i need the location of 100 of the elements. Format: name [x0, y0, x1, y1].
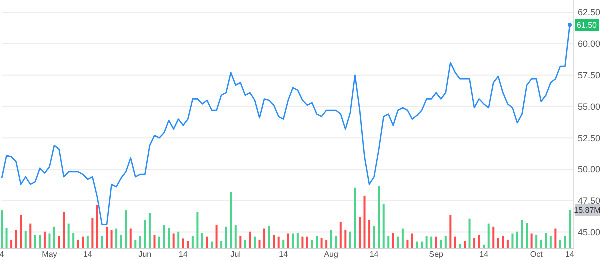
- bar: [244, 240, 246, 248]
- bar: [430, 236, 433, 248]
- x-tick-label: 14: [370, 250, 380, 259]
- bar: [240, 236, 242, 248]
- bar: [30, 224, 32, 248]
- bar: [526, 223, 528, 248]
- bar: [450, 215, 452, 248]
- bar: [254, 236, 256, 248]
- bar: [158, 236, 161, 248]
- bar: [440, 240, 442, 248]
- bar: [502, 236, 504, 248]
- bar: [459, 244, 462, 248]
- bar: [144, 220, 146, 248]
- bar: [216, 225, 218, 248]
- bar: [444, 236, 447, 248]
- bar: [77, 240, 80, 248]
- bar: [296, 233, 299, 248]
- bar: [468, 218, 471, 248]
- bar: [58, 236, 60, 248]
- bar: [474, 238, 476, 248]
- x-tick-label: Oct: [530, 250, 544, 259]
- x-tick-label: 14: [83, 250, 93, 259]
- bar: [320, 238, 323, 248]
- bar: [264, 228, 266, 248]
- bar: [63, 212, 66, 248]
- bar: [550, 236, 552, 248]
- bar: [148, 213, 151, 248]
- bar: [258, 240, 261, 248]
- x-tick-label: Jul: [230, 250, 242, 259]
- bar: [48, 234, 51, 248]
- bar: [92, 218, 94, 248]
- bar: [230, 192, 232, 248]
- bar: [82, 236, 84, 248]
- bar: [435, 236, 438, 248]
- bar: [512, 234, 514, 248]
- bar: [354, 188, 356, 248]
- y-tick-label: 55.00: [578, 102, 600, 112]
- bar: [516, 232, 518, 248]
- y-tick-label: 62.50: [578, 8, 600, 18]
- bar: [234, 225, 237, 248]
- bar: [6, 228, 8, 248]
- bar: [478, 234, 480, 248]
- bar: [116, 228, 118, 248]
- bar: [96, 205, 98, 248]
- bar: [330, 230, 332, 248]
- data-label: 61.50: [576, 20, 598, 30]
- bar: [464, 241, 466, 248]
- bar: [335, 236, 338, 248]
- x-tick-label: Jun: [138, 250, 152, 259]
- bar: [287, 234, 290, 248]
- bar: [416, 242, 418, 248]
- bar: [68, 224, 70, 248]
- bar: [211, 242, 214, 248]
- bar: [225, 226, 228, 248]
- bar: [10, 240, 13, 248]
- bar: [406, 240, 409, 248]
- y-tick-label: 50.00: [578, 164, 600, 175]
- bar: [139, 236, 142, 248]
- bar: [388, 236, 390, 248]
- bar: [397, 236, 400, 248]
- y-tick-label: 47.50: [578, 196, 600, 206]
- bar: [564, 236, 566, 248]
- y-tick-label: 60.00: [578, 39, 600, 50]
- bar: [364, 196, 366, 248]
- x-tick-label: Aug: [324, 250, 338, 259]
- bar: [311, 240, 314, 248]
- bar: [1, 210, 3, 248]
- bar: [421, 242, 424, 248]
- bar: [483, 244, 486, 248]
- bar: [154, 234, 156, 248]
- bar: [201, 233, 204, 248]
- bar: [196, 212, 199, 248]
- bar: [282, 240, 285, 248]
- bar: [358, 217, 361, 248]
- bar: [163, 225, 166, 248]
- x-tick-label: May: [42, 250, 58, 259]
- bar: [306, 236, 308, 248]
- bar: [54, 226, 56, 248]
- bar: [34, 234, 36, 248]
- bar: [316, 236, 318, 248]
- x-tick-label: 14: [178, 250, 188, 259]
- bar: [20, 215, 22, 248]
- bar: [559, 240, 562, 248]
- bar: [302, 236, 304, 248]
- bar: [273, 234, 276, 248]
- bar: [178, 232, 180, 248]
- x-tick-label: 14: [566, 250, 575, 259]
- bar: [373, 226, 376, 248]
- bar: [454, 236, 456, 248]
- bar: [130, 228, 132, 248]
- bar: [24, 231, 27, 248]
- text: 15.87M: [574, 206, 600, 215]
- bar: [506, 240, 509, 248]
- bar: [192, 236, 194, 248]
- bar: [340, 222, 342, 248]
- bar: [368, 220, 371, 248]
- bar: [15, 230, 18, 248]
- bar: [344, 230, 347, 248]
- bar: [110, 230, 113, 248]
- bar: [172, 234, 175, 248]
